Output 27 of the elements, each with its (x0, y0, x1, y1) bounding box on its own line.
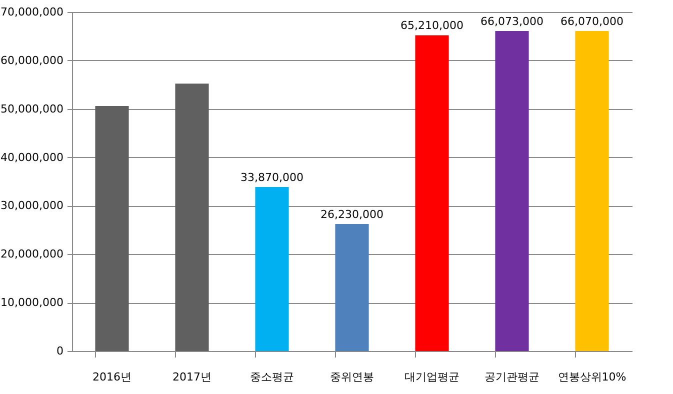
y-tick-label: 30,000,000 (0, 199, 64, 212)
bar (175, 84, 209, 351)
x-tick-label: 중소평균 (250, 370, 294, 384)
x-tick-label: 대기업평균 (404, 370, 460, 384)
data-label: 65,210,000 (400, 19, 464, 32)
x-tick-label: 공기관평균 (484, 370, 540, 384)
data-label: 66,073,000 (480, 15, 544, 28)
bar (255, 186, 289, 351)
x-tick-label: 2016년 (92, 370, 132, 384)
data-label: 66,070,000 (560, 15, 624, 28)
bar (575, 31, 609, 351)
bar (335, 224, 369, 351)
x-tick-label: 중위연봉 (330, 370, 374, 384)
y-tick-label: 40,000,000 (0, 150, 64, 164)
y-tick-label: 50,000,000 (0, 102, 64, 116)
bar (415, 35, 449, 351)
y-tick-label: 60,000,000 (0, 54, 64, 67)
y-tick-label: 10,000,000 (0, 296, 64, 310)
y-tick-label: 70,000,000 (0, 6, 64, 18)
data-label: 33,870,000 (240, 170, 304, 184)
y-tick-label: 0 (56, 344, 64, 358)
y-tick-label: 20,000,000 (0, 248, 64, 261)
x-tick-label: 2017년 (172, 370, 212, 384)
data-label: 26,230,000 (320, 208, 384, 221)
bar (95, 106, 129, 351)
bar (495, 31, 529, 351)
x-tick-label: 연봉상위10% (558, 370, 626, 384)
